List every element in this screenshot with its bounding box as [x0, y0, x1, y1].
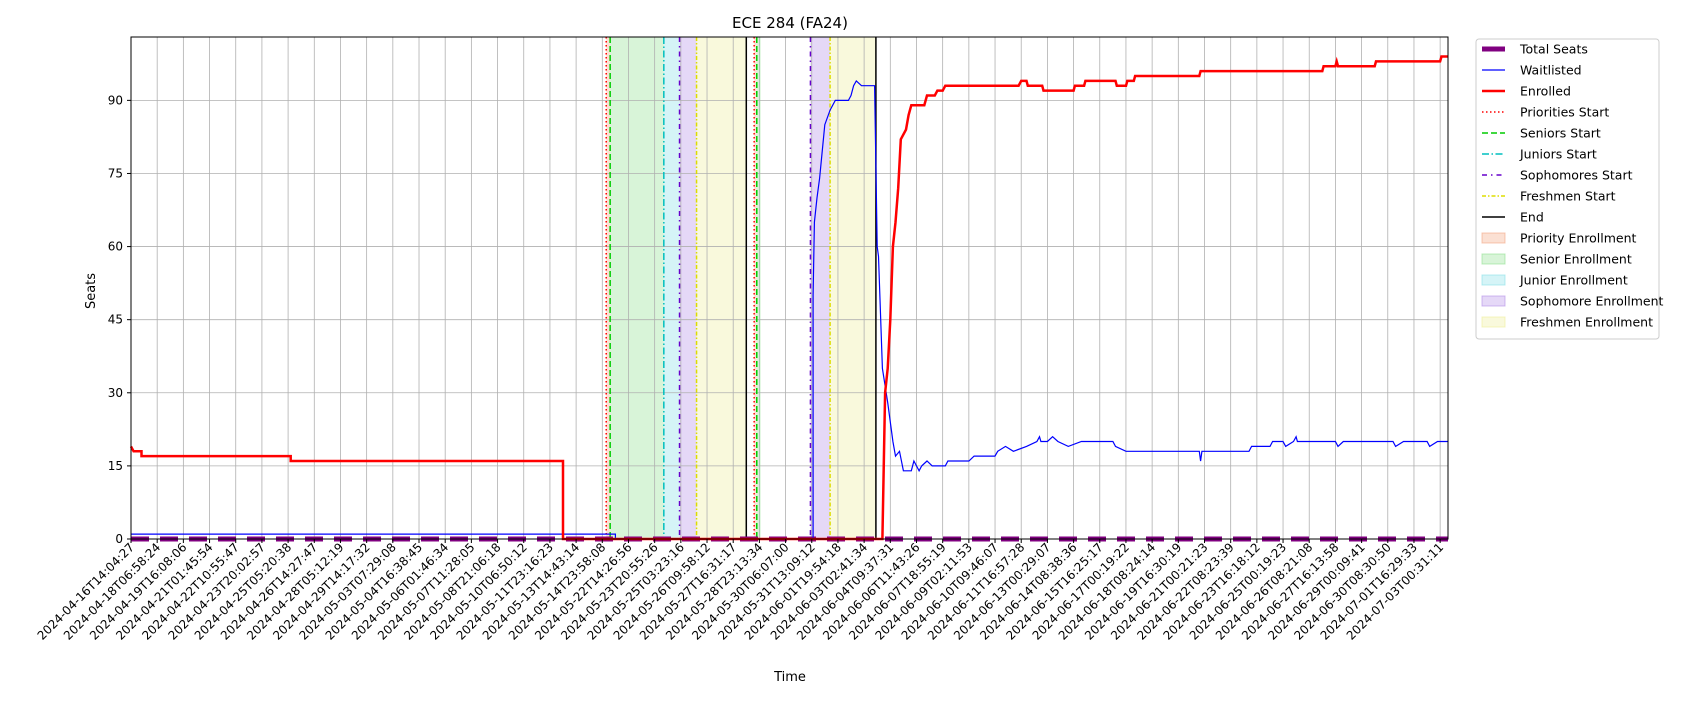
legend-swatch-13 [1481, 316, 1506, 328]
y-tick-label-1: 15 [108, 459, 123, 473]
span-2 [663, 37, 680, 539]
legend-label-6: Sophomores Start [1520, 168, 1633, 183]
span-5 [754, 37, 757, 539]
legend-swatch-11 [1481, 274, 1506, 286]
legend-label-13: Freshmen Enrollment [1520, 315, 1653, 330]
plot-frame [130, 36, 1449, 540]
span-7 [810, 37, 831, 539]
span-6 [756, 37, 761, 539]
series-line-waitlisted [131, 79, 1448, 540]
legend-label-11: Junior Enrollment [1519, 273, 1628, 288]
legend: Total Seats Waitlisted Enrolled Priorities … [1475, 38, 1664, 340]
legend-swatch-9 [1481, 232, 1506, 244]
y-tick-label-2: 30 [108, 386, 123, 400]
chart-title: ECE 284 (FA24) [732, 14, 848, 32]
legend-label-4: Seniors Start [1520, 126, 1601, 141]
y-axis-title: Seats [84, 273, 99, 309]
y-tick-label-6: 90 [108, 93, 123, 107]
plot-area: 01530456075902024-04-16T14:04:272024-04-… [35, 36, 1449, 643]
legend-label-3: Priorities Start [1520, 105, 1609, 120]
legend-label-9: Priority Enrollment [1520, 231, 1637, 246]
legend-label-1: Waitlisted [1520, 63, 1582, 78]
span-0 [606, 37, 611, 539]
span-3 [679, 37, 697, 539]
x-axis-title: Time [773, 670, 806, 685]
legend-label-8: End [1520, 210, 1544, 225]
y-tick-label-4: 60 [108, 240, 123, 254]
legend-label-10: Senior Enrollment [1520, 252, 1632, 267]
y-tick-label-5: 75 [108, 166, 123, 180]
y-tick-label-3: 45 [108, 313, 123, 327]
y-tick-label-0: 0 [115, 532, 123, 546]
legend-label-0: Total Seats [1519, 42, 1588, 57]
legend-label-7: Freshmen Start [1520, 189, 1616, 204]
legend-swatch-12 [1481, 295, 1506, 307]
legend-label-2: Enrolled [1520, 84, 1571, 99]
series-line-enrolled [129, 55, 1448, 541]
legend-box [1475, 38, 1660, 340]
legend-swatch-10 [1481, 253, 1506, 265]
span-8 [830, 37, 876, 539]
legend-label-5: Juniors Start [1519, 147, 1597, 162]
legend-label-12: Sophomore Enrollment [1520, 294, 1664, 309]
span-4 [696, 37, 747, 539]
span-1 [610, 37, 664, 539]
